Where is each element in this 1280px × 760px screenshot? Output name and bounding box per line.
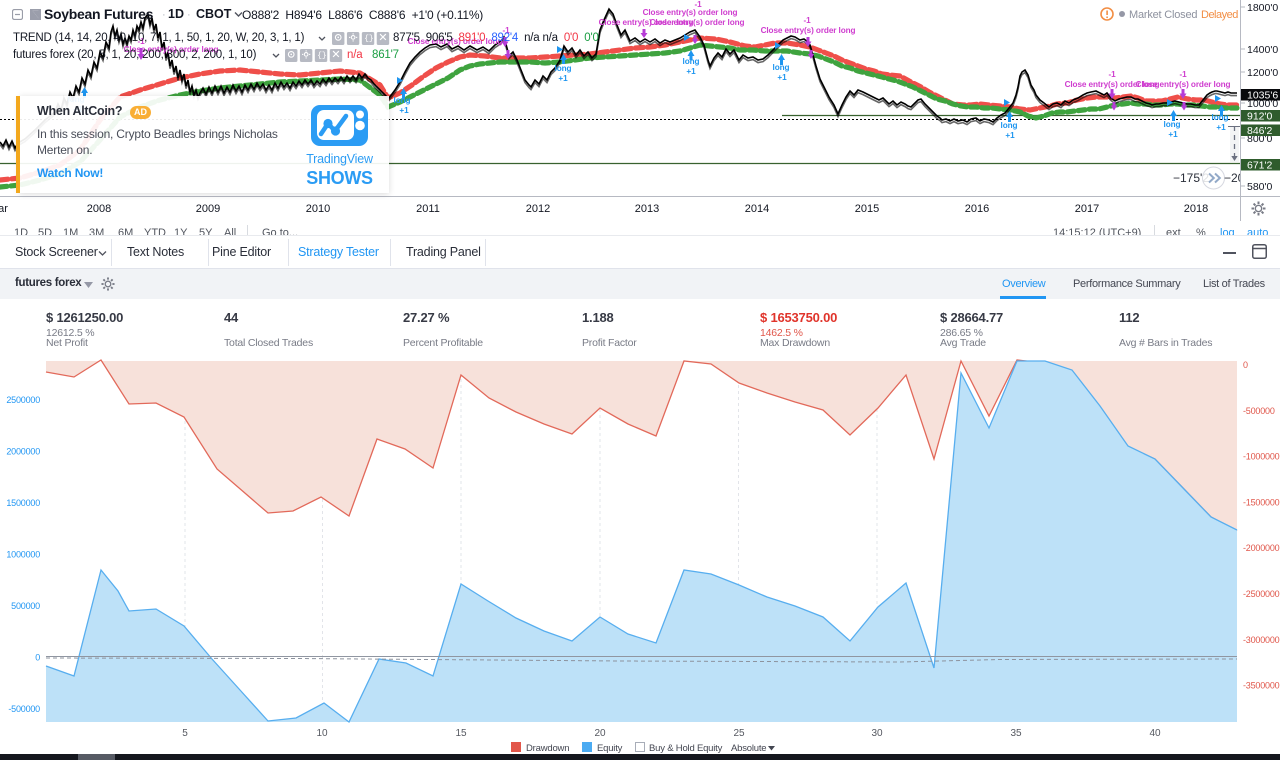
svg-text:30: 30 bbox=[871, 728, 883, 739]
svg-text:Close entry(s) order long: Close entry(s) order long bbox=[1065, 80, 1160, 89]
svg-text:-1000000: -1000000 bbox=[1243, 452, 1280, 462]
svg-text:+1: +1 bbox=[1005, 131, 1015, 140]
svg-text:Equity: Equity bbox=[597, 743, 623, 754]
svg-text:2011: 2011 bbox=[416, 203, 440, 215]
svg-text:2015: 2015 bbox=[855, 203, 879, 215]
svg-text:{}: {} bbox=[317, 51, 326, 60]
svg-text:Close entry(s) order long: Close entry(s) order long bbox=[599, 18, 694, 27]
svg-text:1500000: 1500000 bbox=[6, 498, 40, 508]
svg-text:2009: 2009 bbox=[196, 203, 220, 215]
svg-text:Close entry(s) order long: Close entry(s) order long bbox=[124, 45, 219, 54]
svg-text:Close entry(s) order long: Close entry(s) order long bbox=[1136, 80, 1231, 89]
svg-text:10: 10 bbox=[316, 728, 328, 739]
svg-text:2008: 2008 bbox=[87, 203, 111, 215]
svg-text:1200'0: 1200'0 bbox=[1247, 67, 1278, 79]
svg-text:−175'2: −175'2 bbox=[1173, 171, 1209, 185]
svg-text:500000: 500000 bbox=[11, 601, 40, 611]
svg-text:long: long bbox=[1001, 121, 1018, 130]
svg-text:1000'0: 1000'0 bbox=[1247, 98, 1278, 110]
svg-text:+1: +1 bbox=[558, 74, 568, 83]
svg-text:2000000: 2000000 bbox=[6, 447, 40, 457]
svg-text:1400'0: 1400'0 bbox=[1247, 44, 1278, 56]
svg-text:-1: -1 bbox=[1179, 70, 1187, 79]
svg-text:1800'0: 1800'0 bbox=[1247, 2, 1278, 14]
svg-text:+1: +1 bbox=[686, 67, 696, 76]
svg-text:long: long bbox=[1212, 113, 1229, 122]
svg-text:2018: 2018 bbox=[1184, 203, 1208, 215]
svg-text:15: 15 bbox=[455, 728, 467, 739]
svg-text:Absolute: Absolute bbox=[731, 743, 766, 754]
svg-text:{}: {} bbox=[364, 34, 373, 43]
svg-text:580'0: 580'0 bbox=[1247, 181, 1273, 193]
svg-text:long: long bbox=[683, 57, 700, 66]
svg-text:2010: 2010 bbox=[306, 203, 330, 215]
svg-text:-500000: -500000 bbox=[8, 704, 40, 714]
svg-text:1000000: 1000000 bbox=[6, 550, 40, 560]
svg-text:20: 20 bbox=[594, 728, 606, 739]
svg-text:35: 35 bbox=[1010, 728, 1022, 739]
svg-text:0: 0 bbox=[1243, 360, 1248, 370]
svg-text:Close entry(s) order long: Close entry(s) order long bbox=[761, 26, 856, 35]
svg-text:846'2: 846'2 bbox=[1247, 125, 1273, 137]
svg-text:Delayed: Delayed bbox=[1201, 9, 1238, 21]
svg-text:long: long bbox=[773, 63, 790, 72]
svg-text:Close entry(s) order long: Close entry(s) order long bbox=[408, 37, 503, 46]
svg-text:-3000000: -3000000 bbox=[1243, 635, 1280, 645]
svg-text:2013: 2013 bbox=[635, 203, 659, 215]
svg-text:-1500000: -1500000 bbox=[1243, 497, 1280, 507]
svg-text:2500000: 2500000 bbox=[6, 395, 40, 405]
svg-text:1035'6: 1035'6 bbox=[1247, 90, 1278, 102]
svg-text:Buy & Hold Equity: Buy & Hold Equity bbox=[649, 743, 723, 754]
svg-text:-3500000: -3500000 bbox=[1243, 681, 1280, 691]
svg-text:-1: -1 bbox=[694, 0, 702, 9]
svg-text:−20: −20 bbox=[1224, 171, 1245, 185]
svg-text:+1: +1 bbox=[399, 106, 409, 115]
svg-text:2017: 2017 bbox=[1075, 203, 1099, 215]
svg-text:0: 0 bbox=[35, 653, 40, 663]
svg-text:Market Closed: Market Closed bbox=[1129, 9, 1197, 21]
svg-text:-2000000: -2000000 bbox=[1243, 543, 1280, 553]
svg-text:Drawdown: Drawdown bbox=[526, 743, 569, 754]
svg-text:2014: 2014 bbox=[745, 203, 769, 215]
svg-text:912'0: 912'0 bbox=[1247, 111, 1273, 123]
svg-text:40: 40 bbox=[1149, 728, 1161, 739]
svg-text:2016: 2016 bbox=[965, 203, 989, 215]
svg-text:long: long bbox=[1164, 120, 1181, 129]
svg-text:+1: +1 bbox=[1216, 123, 1226, 132]
svg-text:-1: -1 bbox=[803, 16, 811, 25]
svg-text:Close entry(s) order long: Close entry(s) order long bbox=[643, 8, 738, 17]
svg-text:-500000: -500000 bbox=[1243, 406, 1275, 416]
svg-text:-1: -1 bbox=[137, 37, 145, 46]
svg-text:671'2: 671'2 bbox=[1247, 160, 1273, 172]
svg-text:Close entry(s) order long: Close entry(s) order long bbox=[650, 18, 745, 27]
svg-text:2012: 2012 bbox=[526, 203, 550, 215]
svg-text:25: 25 bbox=[733, 728, 745, 739]
svg-text:long: long bbox=[394, 96, 411, 105]
svg-text:-1: -1 bbox=[1108, 70, 1116, 79]
svg-text:+1: +1 bbox=[1168, 130, 1178, 139]
svg-text:5: 5 bbox=[182, 728, 188, 739]
svg-text:+1: +1 bbox=[777, 73, 787, 82]
svg-text:-1: -1 bbox=[502, 26, 510, 35]
svg-text:-2500000: -2500000 bbox=[1243, 589, 1280, 599]
svg-text:ar: ar bbox=[0, 203, 8, 215]
svg-text:long: long bbox=[555, 64, 572, 73]
